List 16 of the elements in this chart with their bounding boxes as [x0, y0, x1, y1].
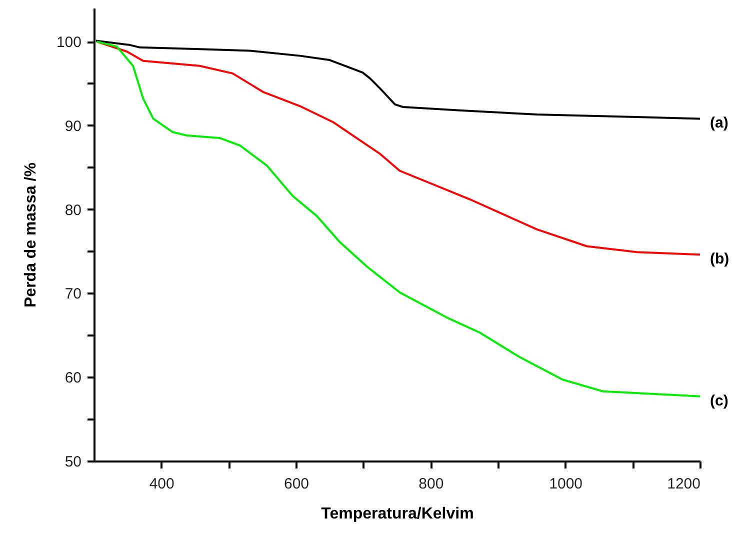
x-tick-label: 800	[418, 476, 444, 492]
y-tick-label: 100	[56, 34, 82, 52]
x-axis-title: Temperatura/Kelvim	[321, 506, 474, 522]
x-tick-label: 400	[149, 476, 174, 492]
y-tick-label: 90	[64, 118, 82, 135]
x-tick-label: 600	[284, 476, 310, 492]
y-tick-label: 50	[64, 454, 82, 470]
series-label: (c)	[710, 392, 728, 410]
y-tick-label: 60	[64, 370, 82, 387]
x-tick-label: 1000	[549, 476, 583, 492]
y-axis-title: Perda de massa /%	[22, 162, 40, 308]
series-label: (a)	[710, 114, 728, 132]
x-tick-label: 1200	[667, 476, 700, 492]
series-label: (b)	[710, 250, 730, 268]
y-tick-label: 80	[64, 202, 82, 219]
y-tick-label: 70	[64, 286, 82, 303]
